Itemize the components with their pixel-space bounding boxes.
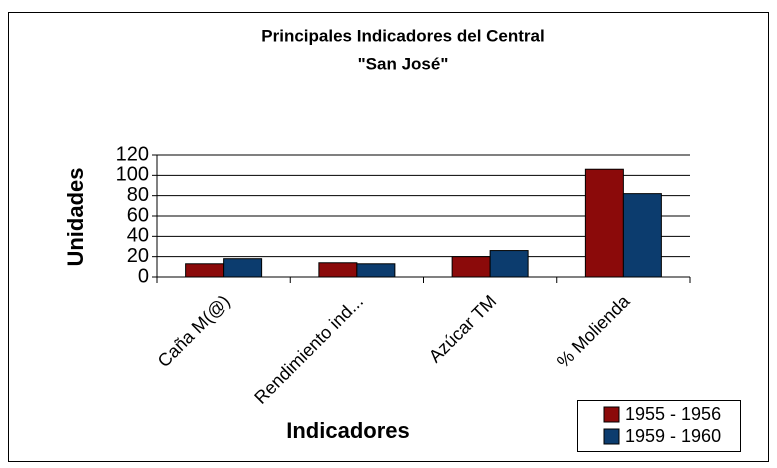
bar <box>622 193 662 278</box>
x-axis-label: Indicadores <box>286 418 409 443</box>
legend-swatch <box>603 406 620 423</box>
legend-label: 1959 - 1960 <box>625 426 721 446</box>
bar <box>451 256 491 278</box>
y-tick-label: 80 <box>127 184 149 206</box>
y-tick-label: 120 <box>116 143 149 165</box>
chart-subtitle: "San José" <box>358 54 449 73</box>
legend-swatch <box>603 428 620 445</box>
bar <box>489 250 529 278</box>
bar <box>584 168 624 278</box>
legend-label: 1955 - 1956 <box>625 404 721 424</box>
y-axis-label: Unidades <box>63 167 88 266</box>
bar <box>356 263 396 278</box>
bar <box>318 262 358 278</box>
chart-title: Principales Indicadores del Central <box>261 26 544 45</box>
y-tick-label: 40 <box>127 225 149 247</box>
bar <box>223 258 263 278</box>
y-tick-label: 20 <box>127 245 149 267</box>
y-tick-label: 60 <box>127 204 149 226</box>
bar <box>185 263 225 278</box>
y-tick-label: 0 <box>138 265 149 287</box>
y-tick-label: 100 <box>116 164 149 186</box>
